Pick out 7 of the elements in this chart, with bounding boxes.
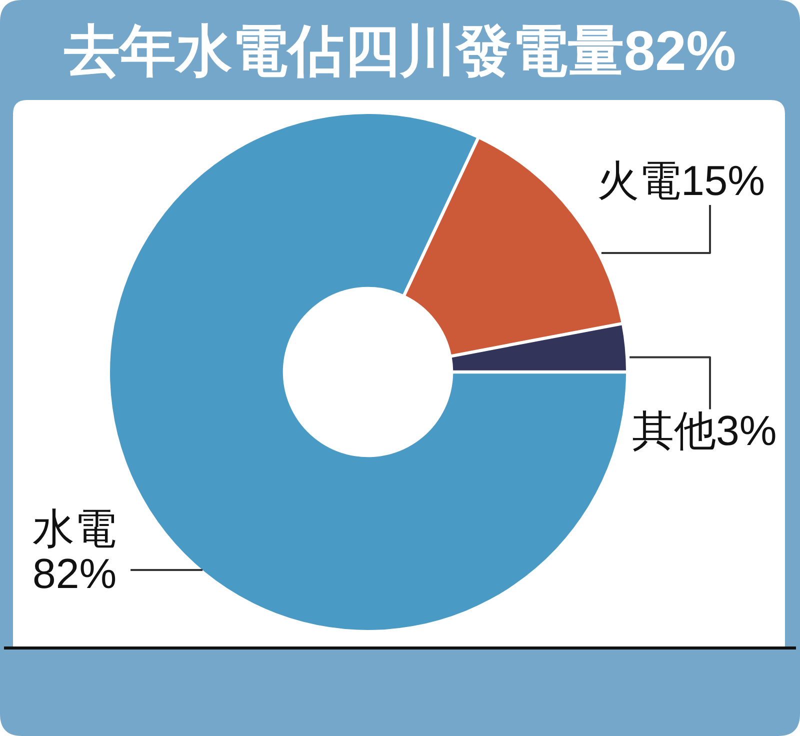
data-label: 3%	[716, 407, 777, 454]
slice-label: 其他	[632, 407, 716, 454]
data-label: 15%	[680, 157, 765, 204]
chart-title: 去年水電佔四川發電量82%	[62, 19, 736, 82]
data-label: 82%	[32, 550, 117, 597]
slice-label: 水電	[32, 504, 117, 552]
slice-label: 火電	[596, 157, 681, 204]
